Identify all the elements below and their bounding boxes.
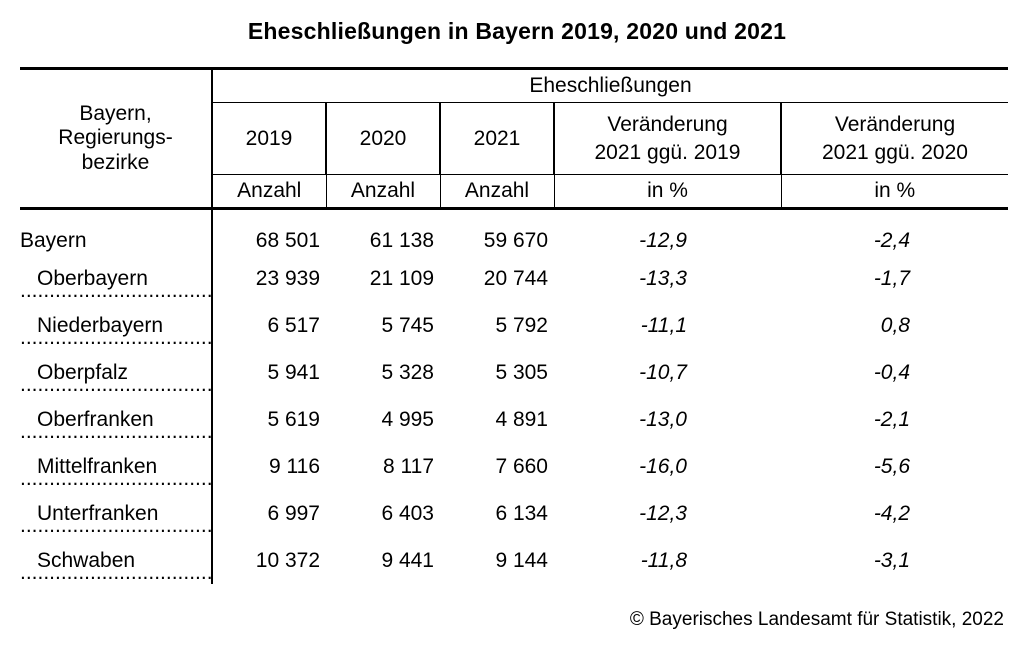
value-2019: 5 619 [211,396,326,443]
region-label: Bayern [20,229,93,252]
change-vs-2020: -4,2 [873,501,910,525]
value-2019: 10 372 [211,537,326,584]
unit-header: in % [553,174,781,209]
unit-header: Anzahl [325,174,440,209]
unit-header: Anzahl [439,174,554,209]
value-2020: 9 441 [381,548,434,572]
value-2020: 8 117 [383,454,434,478]
value-2020: 61 138 [369,229,434,252]
region-header-line: Bayern, [79,102,152,126]
change-vs-2020: -2,4 [873,229,910,252]
region-label: Schwaben [37,548,142,572]
change-header-line: 2021 ggü. 2020 [822,140,968,164]
unit-header: Anzahl [211,174,326,209]
value-2020: 6 403 [381,501,434,525]
value-2019: 6 517 [211,302,326,349]
table-title: Eheschließungen in Bayern 2019, 2020 und… [247,18,787,44]
value-2020: 4 995 [381,407,434,431]
value-2020: 21 109 [369,266,434,290]
table-row: Oberpfalz...............................… [20,349,1008,396]
change-vs-2020: -0,4 [873,360,910,384]
change-vs-2019: -16,0 [639,454,687,478]
value-2021: 4 891 [495,407,548,431]
change-vs-2019: -11,1 [640,313,687,337]
change-vs-2019: -11,8 [640,548,687,572]
unit-header: in % [780,174,1008,209]
region-label: Oberbayern [37,266,154,290]
value-2021: 7 660 [495,454,548,478]
change-header-line: Veränderung [607,113,728,137]
value-2021: 20 744 [483,266,548,290]
table-row: Schwaben................................… [20,537,1008,584]
change-header-vs-2019: Veränderung 2021 ggü. 2019 [553,102,781,175]
change-vs-2019: -10,7 [639,360,687,384]
value-2019: 9 116 [211,443,326,490]
change-vs-2019: -12,9 [639,229,687,252]
change-vs-2019: -13,3 [639,266,687,290]
region-column-header: Bayern, Regierungs- bezirke [20,67,212,210]
marriages-table: Bayern, Regierungs- bezirke Eheschließun… [20,67,1008,584]
change-vs-2020: -3,1 [873,548,910,572]
table-row-bayern: Bayern..................................… [20,227,1008,255]
region-label: Oberpfalz [37,360,135,384]
value-2019: 5 941 [211,349,326,396]
region-header-line: Regierungs- [58,126,173,150]
value-2021: 59 670 [483,229,548,252]
year-header-2020: 2020 [325,102,440,175]
change-vs-2019: -12,3 [639,501,687,525]
value-2020: 5 745 [381,313,434,337]
table-row: Mittelfranken...........................… [20,443,1008,490]
table-row: Unterfranken............................… [20,490,1008,537]
value-2019: 23 939 [211,255,326,302]
change-vs-2020: -2,1 [873,407,910,431]
value-2021: 9 144 [495,548,548,572]
change-vs-2020: -5,6 [873,454,910,478]
table-row: Oberbayern..............................… [20,255,1008,302]
table-row: Niederbayern............................… [20,302,1008,349]
year-header-2021: 2021 [439,102,554,175]
value-2021: 5 792 [495,313,548,337]
region-label: Mittelfranken [37,454,164,478]
region-label: Niederbayern [37,313,170,337]
region-header-line: bezirke [81,150,150,174]
copyright-note: © Bayerisches Landesamt für Statistik, 2… [629,609,1004,630]
value-2019: 68 501 [211,227,326,255]
value-2021: 5 305 [495,360,548,384]
region-label: Oberfranken [37,407,160,431]
change-vs-2020: 0,8 [880,313,910,337]
change-vs-2020: -1,7 [873,266,910,290]
change-header-line: 2021 ggü. 2019 [594,140,741,164]
value-2021: 6 134 [495,501,548,525]
region-label: Unterfranken [37,501,165,525]
value-2019: 6 997 [211,490,326,537]
change-header-line: Veränderung [834,113,956,137]
group-header: Eheschließungen [211,67,1008,103]
value-2020: 5 328 [381,360,434,384]
change-vs-2019: -13,0 [639,407,687,431]
year-header-2019: 2019 [211,102,326,175]
change-header-vs-2020: Veränderung 2021 ggü. 2020 [780,102,1008,175]
table-row: Oberfranken.............................… [20,396,1008,443]
